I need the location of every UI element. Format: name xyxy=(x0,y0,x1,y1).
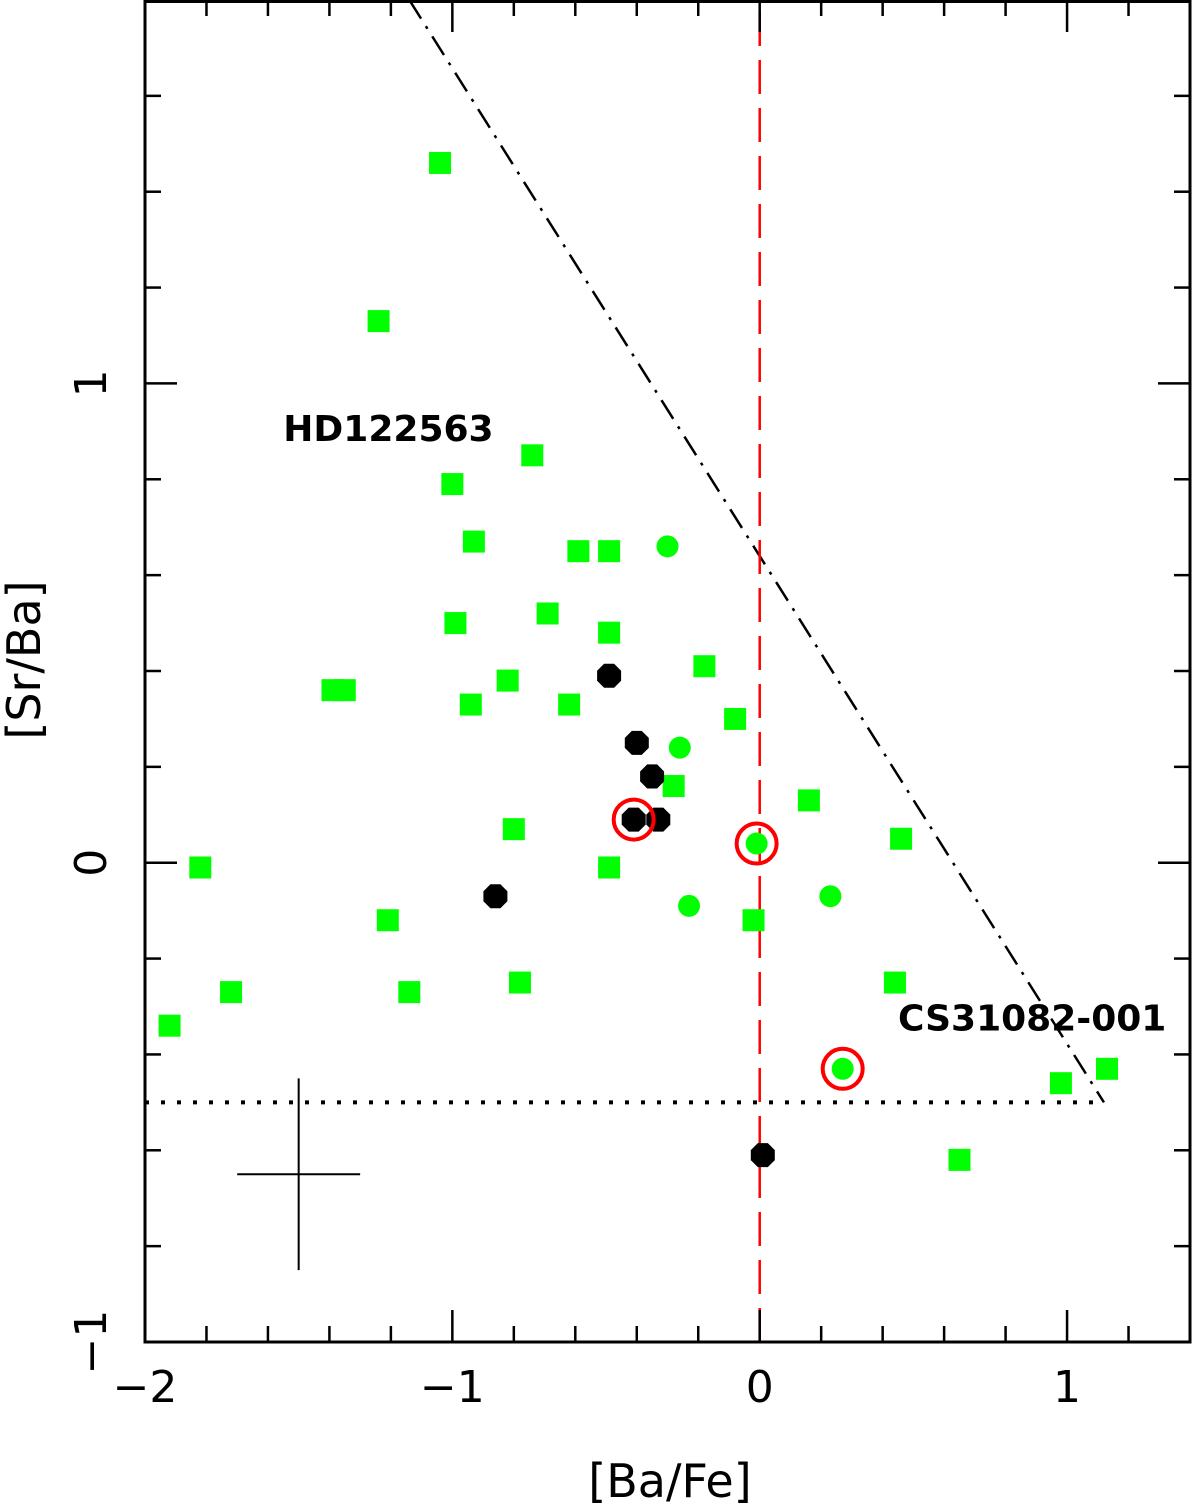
y-tick-label: 0 xyxy=(66,849,117,877)
x-tick-label: −1 xyxy=(420,1362,485,1413)
data-point-square xyxy=(429,151,452,174)
x-tick-label: 1 xyxy=(1053,1362,1081,1413)
data-points xyxy=(158,151,1119,1171)
data-point-square xyxy=(598,540,621,563)
plot-frame xyxy=(143,0,1192,1344)
data-point-square xyxy=(367,310,390,333)
data-point-octagon xyxy=(624,730,649,755)
data-point-octagon xyxy=(750,1143,775,1168)
data-point-square xyxy=(398,981,421,1004)
data-point-square xyxy=(742,909,765,932)
x-axis-title: [Ba/Fe] xyxy=(588,1454,751,1508)
error-bar-cross xyxy=(237,1078,361,1271)
data-point-square xyxy=(883,971,906,994)
y-tick-label: −1 xyxy=(66,1310,117,1375)
highlight-ring xyxy=(820,1046,865,1091)
data-point-square xyxy=(598,621,621,644)
data-point-octagon xyxy=(483,884,508,909)
data-point-circle xyxy=(656,535,679,558)
data-point-square xyxy=(462,530,485,553)
data-point-square xyxy=(496,669,519,692)
data-point-square xyxy=(521,444,544,467)
data-point-square xyxy=(376,909,399,932)
y-tick-label: 1 xyxy=(66,369,117,397)
reference-lines xyxy=(145,0,1105,1342)
data-point-square xyxy=(1096,1057,1119,1080)
y-axis-title: [Sr/Ba] xyxy=(0,580,51,739)
data-point-octagon xyxy=(597,663,622,688)
data-point-square xyxy=(662,775,685,798)
data-point-square xyxy=(536,602,559,625)
data-point-square xyxy=(444,612,467,635)
data-point-square xyxy=(441,473,464,496)
data-point-circle xyxy=(668,736,691,759)
data-point-square xyxy=(321,679,344,702)
data-point-square xyxy=(890,827,913,850)
reference-line-dash-dot xyxy=(408,0,1105,1104)
annotation-hd122563: HD122563 xyxy=(283,409,493,450)
data-point-circle xyxy=(745,832,768,855)
tick-labels: −2 −1 0 1−101 xyxy=(66,369,1081,1413)
data-point-square xyxy=(567,540,590,563)
plot-axes xyxy=(143,0,1192,1344)
x-tick-label: 0 xyxy=(746,1362,774,1413)
x-tick-label: −2 xyxy=(113,1362,178,1413)
highlight-ring xyxy=(734,821,779,866)
data-point-square xyxy=(948,1148,971,1171)
data-point-square xyxy=(502,818,525,841)
data-point-square xyxy=(459,693,482,716)
data-point-octagon xyxy=(640,764,665,789)
data-point-square xyxy=(1049,1072,1072,1095)
data-point-square xyxy=(797,789,820,812)
data-point-square xyxy=(724,707,747,730)
data-point-square xyxy=(558,693,581,716)
data-point-square xyxy=(508,971,531,994)
highlight-ring xyxy=(611,797,656,842)
data-point-circle xyxy=(819,885,842,908)
data-point-square xyxy=(189,856,212,879)
data-point-circle xyxy=(678,894,701,917)
data-point-square xyxy=(693,655,716,678)
annotation-cs31082-001: CS31082-001 xyxy=(898,998,1166,1039)
data-point-octagon xyxy=(621,807,646,832)
data-point-square xyxy=(220,981,243,1004)
data-point-square xyxy=(598,856,621,879)
data-point-square xyxy=(158,1014,181,1037)
data-point-circle xyxy=(831,1057,854,1080)
